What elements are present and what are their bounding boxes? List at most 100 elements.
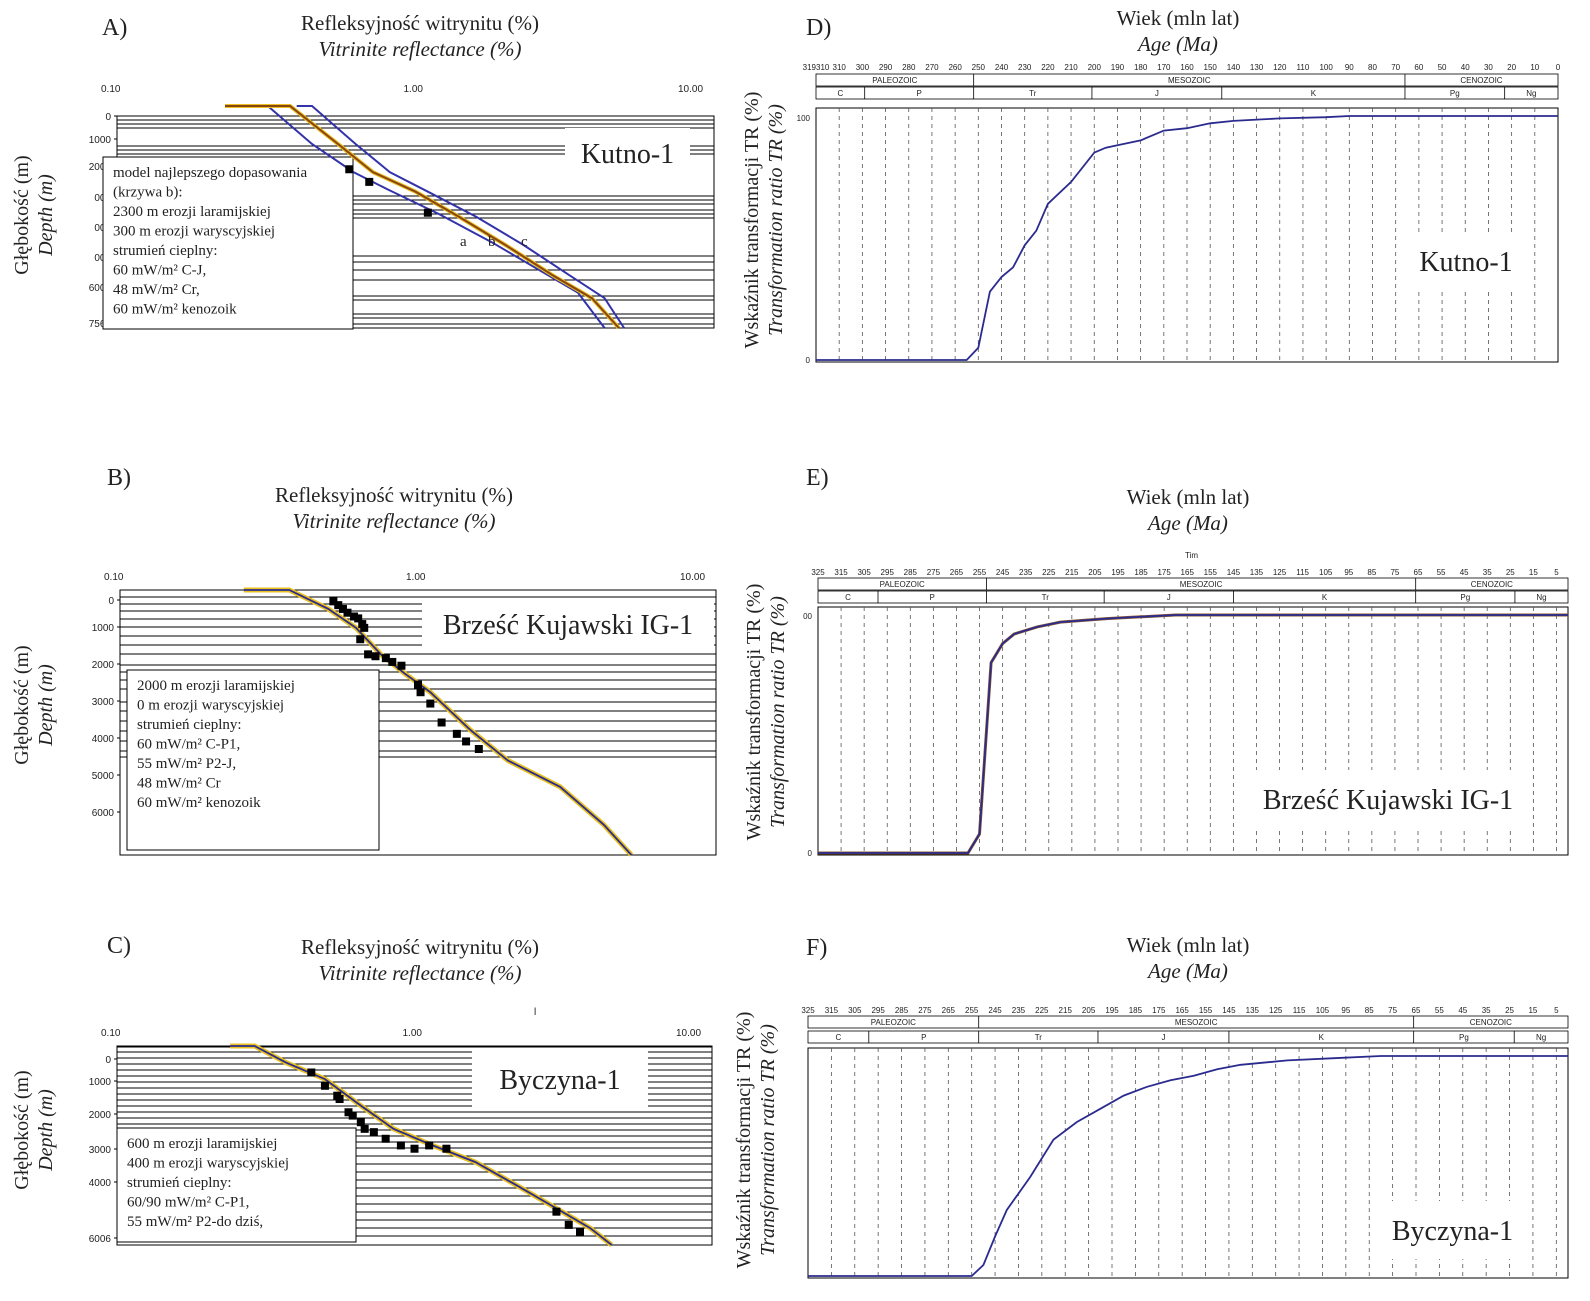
chart-title: Wiek (mln lat) [1117, 6, 1240, 30]
measured-point [442, 1144, 451, 1153]
age-tick-label: 85 [1367, 568, 1376, 577]
age-tick-label: 135 [1250, 568, 1264, 577]
well-name: Byczyna-1 [499, 1065, 620, 1096]
age-tick-label: 215 [1065, 568, 1079, 577]
panel-letter: F) [806, 935, 827, 961]
y-axis-label-en: Transformation ratio TR (%) [767, 596, 789, 828]
well-label-bg [1413, 232, 1519, 290]
measured-point [425, 1141, 434, 1150]
measured-point [396, 1141, 405, 1150]
age-tick-label: 105 [1316, 1006, 1330, 1015]
age-tick-label: 290 [879, 63, 893, 72]
model-curve-a [259, 105, 606, 329]
age-tick-label: 165 [1175, 1006, 1189, 1015]
age-tick-label: 230 [1018, 63, 1032, 72]
age-tick-label: 305 [857, 568, 871, 577]
legend-line: (krzywa b): [113, 185, 183, 201]
measured-point [320, 1081, 329, 1090]
tr-curve [818, 614, 1568, 854]
age-tick-label: 245 [988, 1006, 1002, 1015]
age-tick-label: 60 [1414, 63, 1423, 72]
age-tick-label: 125 [1269, 1006, 1283, 1015]
y-tick-label: 6006 [89, 1234, 112, 1245]
panel-letter: B) [107, 465, 131, 491]
y-axis-label: Głębokość (m) Depth (m) [11, 1070, 57, 1189]
age-tick-label: 325 [811, 568, 825, 577]
era-label: PALEOZOIC [871, 1018, 916, 1027]
y-axis-label-pl: Głębokość (m) [11, 1070, 33, 1189]
age-tick-label: 295 [871, 1006, 885, 1015]
period-label: C [836, 1033, 842, 1042]
panel-letter: A) [102, 15, 127, 41]
legend-line: strumień cieplny: [137, 717, 242, 733]
chart-title: Refleksyjność witrynitu (%) [275, 483, 513, 507]
era-row [807, 1015, 1569, 1029]
age-tick-label: 225 [1035, 1006, 1049, 1015]
y-tick-label: 4000 [92, 734, 115, 745]
chart-title: Wiek (mln lat) [1127, 933, 1250, 957]
age-tick-label: 310 [833, 63, 847, 72]
y-tick-label: 3000 [89, 1145, 112, 1156]
y-axis-label-pl: Wskaźnik transformacji TR (%) [743, 584, 765, 841]
age-tick-label: 115 [1296, 568, 1309, 577]
measured-point [416, 688, 425, 697]
period-row [817, 590, 1569, 604]
y-tick-label: 2000 [89, 162, 112, 173]
y-tick-label: 2000 [92, 660, 115, 671]
era-label: CENOZOIC [1470, 1018, 1512, 1027]
legend-line: strumień cieplny: [113, 243, 218, 259]
measured-point [335, 1095, 344, 1104]
x-tick-label: 10.00 [680, 572, 705, 583]
age-tick-label: 20 [1507, 63, 1516, 72]
y-axis-label: Wskaźnik transformacji TR (%) Transformat… [733, 1012, 779, 1269]
era-label: MESOZOIC [1180, 580, 1223, 589]
legend-box [116, 1127, 357, 1243]
tr-curve [808, 1055, 1568, 1277]
age-tick-label: 175 [1157, 568, 1171, 577]
y-tick-label: 4000 [89, 1178, 112, 1189]
age-tick-label: 250 [972, 63, 986, 72]
age-tick-label: 170 [1157, 63, 1171, 72]
age-tick-label: 270 [925, 63, 939, 72]
legend-box [126, 669, 380, 851]
panel-letter: C) [107, 933, 131, 959]
age-tick-label: 75 [1388, 1006, 1397, 1015]
y-axis-label-pl: Wskaźnik transformacji TR (%) [741, 92, 763, 349]
y-tick-label: 100 [797, 114, 811, 123]
y-tick-label: 1000 [89, 135, 112, 146]
age-tick-label: 85 [1365, 1006, 1374, 1015]
period-label: J [1155, 89, 1159, 98]
age-tick-label: 5 [1554, 1006, 1559, 1015]
age-tick-label: 265 [950, 568, 964, 577]
well-label-bg [565, 128, 690, 178]
age-tick-label: 95 [1341, 1006, 1350, 1015]
y-axis-label-en: Transformation ratio TR (%) [757, 1024, 779, 1256]
legend-line: 55 mW/m² P2-do dziś, [127, 1214, 263, 1230]
age-tick-label: 300 [856, 63, 870, 72]
y-axis-label-en: Depth (m) [35, 664, 57, 747]
x-tick-label: 1.00 [403, 1028, 423, 1039]
y-axis-label-pl: Wskaźnik transformacji TR (%) [733, 1012, 755, 1269]
chart-subtitle: Age (Ma) [1146, 959, 1228, 983]
age-tick-label: 145 [1227, 568, 1241, 577]
x-tick-label: 10.00 [676, 1028, 701, 1039]
age-tick-label: 135 [1246, 1006, 1260, 1015]
legend-box [102, 156, 354, 330]
age-tick-label: 225 [1042, 568, 1056, 577]
age-tick-label: 235 [1019, 568, 1033, 577]
measured-point [307, 1068, 316, 1077]
period-label: K [1311, 89, 1317, 98]
stray-mark: l [534, 1007, 536, 1018]
plot-frame [807, 1047, 1569, 1279]
model-curve-b [225, 105, 620, 329]
age-tick-label: 140 [1227, 63, 1241, 72]
age-tick-label: 145 [1222, 1006, 1236, 1015]
measured-point [338, 604, 347, 613]
y-tick-label: 1000 [89, 1077, 112, 1088]
age-tick-label: 65 [1412, 1006, 1421, 1015]
chart-subtitle: Age (Ma) [1136, 32, 1218, 56]
period-label: Pg [1460, 593, 1470, 602]
curve-label: b [488, 234, 496, 250]
age-tick-label: 5 [1554, 568, 1559, 577]
